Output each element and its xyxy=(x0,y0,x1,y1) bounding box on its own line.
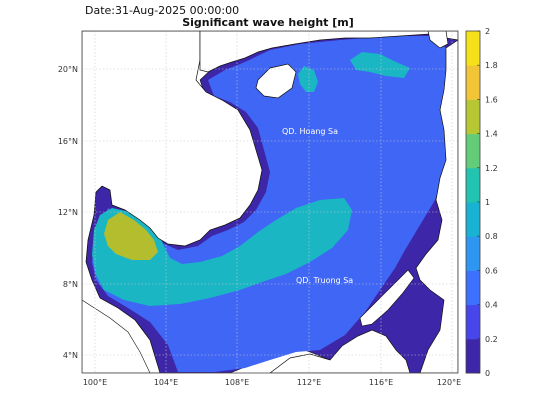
lon-tick-label-104: 104°E xyxy=(154,378,178,387)
lat-tick-label-12: 12°N xyxy=(58,208,78,217)
label-truong-sa: QD. Truong Sa xyxy=(296,276,353,285)
land-malay-peninsula xyxy=(82,299,151,373)
colorbar-segment xyxy=(466,133,480,169)
map-area: QD. Hoang Sa QD. Truong Sa xyxy=(82,31,458,373)
lon-axis: 100°E 104°E 108°E 112°E 116°E 120°E xyxy=(83,378,461,387)
sea-high-wave-band xyxy=(92,198,352,306)
lat-tick-label-16: 16°N xyxy=(58,137,78,146)
lat-tick-label-20: 20°N xyxy=(58,65,78,74)
map-frame xyxy=(81,30,459,374)
colorbar-tick-label: 1.8 xyxy=(485,61,498,70)
lat-axis: 4°N 8°N 12°N 16°N 20°N xyxy=(58,65,78,360)
colorbar-segment xyxy=(466,270,480,306)
colorbar-segment xyxy=(466,31,480,66)
lon-tick-label-116: 116°E xyxy=(369,378,393,387)
land-philippines xyxy=(415,39,458,373)
sea-peak-wave-patch xyxy=(104,212,158,260)
date-label: Date:31-Aug-2025 00:00:00 xyxy=(85,4,239,17)
colorbar-segment xyxy=(466,338,480,374)
colorbar-segment xyxy=(466,304,480,340)
colorbar-segment xyxy=(466,202,480,237)
colorbar: 0 0.2 0.4 0.6 0.8 1 1.2 1.4 1.6 1.8 2 xyxy=(465,27,498,378)
colorbar-tick-label: 2 xyxy=(485,27,490,36)
colorbar-segment xyxy=(466,99,480,135)
land-borneo xyxy=(269,329,411,373)
colorbar-tick-label: 0.2 xyxy=(485,335,498,344)
lon-tick-label-112: 112°E xyxy=(297,378,321,387)
sea-teal-patch-north xyxy=(350,52,410,78)
lat-tick-label-4: 4°N xyxy=(63,351,78,360)
colorbar-tick-label: 0.4 xyxy=(485,301,498,310)
land-hainan-island xyxy=(255,63,297,99)
sea-teal-patch-hainan-east xyxy=(298,66,318,92)
colorbar-tick-label: 1.4 xyxy=(485,130,498,139)
colorbar-segment xyxy=(466,236,480,271)
lat-tick-label-8: 8°N xyxy=(63,280,78,289)
lon-tick-label-108: 108°E xyxy=(225,378,249,387)
colorbar-tick-label: 0 xyxy=(485,369,490,378)
map-title: Significant wave height [m] xyxy=(182,16,354,29)
colorbar-segment xyxy=(466,167,480,203)
lon-tick-label-120: 120°E xyxy=(437,378,461,387)
colorbar-tick-label: 0.6 xyxy=(485,266,498,275)
lon-tick-label-100: 100°E xyxy=(83,378,107,387)
label-hoang-sa: QD. Hoang Sa xyxy=(282,127,338,136)
land-taiwan xyxy=(427,31,449,49)
colorbar-tick-label: 1.6 xyxy=(485,95,498,104)
colorbar-segment xyxy=(466,65,480,100)
colorbar-tick-label: 1.2 xyxy=(485,164,498,173)
colorbar-tick-label: 0.8 xyxy=(485,232,498,241)
land-indochina xyxy=(82,31,263,373)
map-gridlines xyxy=(82,31,458,373)
land-south-china xyxy=(199,31,458,73)
colorbar-tick-label: 1 xyxy=(485,198,490,207)
